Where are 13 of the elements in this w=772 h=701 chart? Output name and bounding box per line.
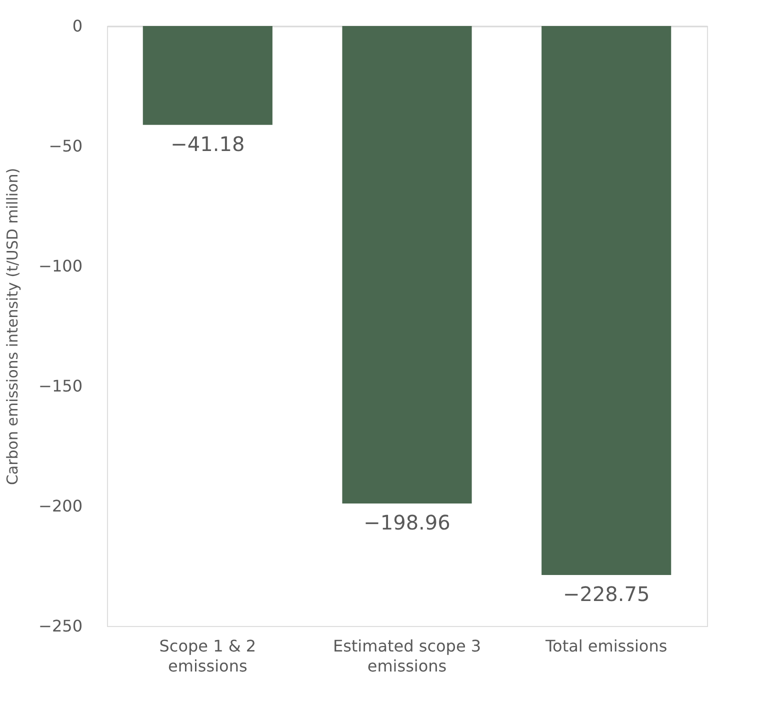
y-axis-title: Carbon emissions intensity (t/USD million)	[4, 168, 22, 486]
data-label: −228.75	[562, 582, 650, 606]
y-tick-label: −100	[38, 256, 82, 276]
y-tick-label: −150	[38, 376, 82, 396]
x-tick-label: Total emissions	[544, 636, 668, 656]
x-tick-label: Estimated scope 3 emissions	[332, 636, 482, 676]
data-label: −198.96	[364, 510, 450, 535]
y-tick-label: −50	[48, 136, 82, 156]
x-tick-label: Scope 1 & 2 emissions	[159, 636, 256, 676]
data-label: −41.18	[170, 132, 245, 156]
y-tick-label: 0	[72, 16, 82, 36]
y-tick-label: −200	[38, 496, 82, 516]
y-tick-label: −250	[38, 616, 82, 636]
